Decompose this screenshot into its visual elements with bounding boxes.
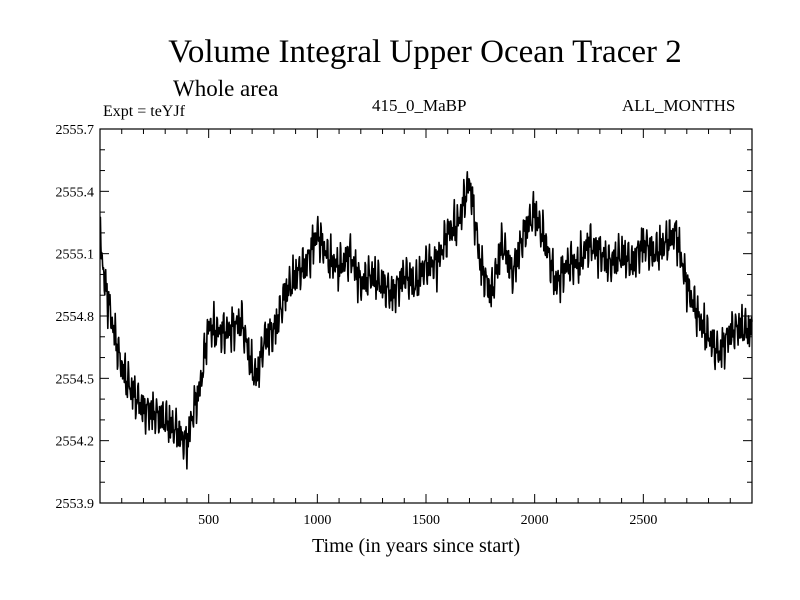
series-layer <box>99 171 753 470</box>
chart-subtitle: Whole area <box>173 76 279 101</box>
x-tick-label: 2000 <box>521 513 549 528</box>
y-tick-label: 2555.7 <box>56 123 95 138</box>
series-line <box>99 171 753 470</box>
y-tick-label: 2554.2 <box>56 435 95 450</box>
x-tick-label: 1500 <box>412 513 440 528</box>
y-tick-label: 2555.4 <box>56 185 95 200</box>
experiment-label: Expt = teYJf <box>103 103 185 120</box>
months-label: ALL_MONTHS <box>622 96 736 115</box>
y-tick-label: 2553.9 <box>56 497 95 512</box>
y-tick-label: 2555.1 <box>56 248 95 263</box>
y-tick-label: 2554.5 <box>56 372 95 387</box>
x-axis-label: Time (in years since start) <box>312 535 521 557</box>
period-label: 415_0_MaBP <box>372 96 467 115</box>
chart-title: Volume Integral Upper Ocean Tracer 2 <box>168 34 682 70</box>
plot-frame <box>99 128 753 504</box>
y-tick-label: 2554.8 <box>56 310 95 325</box>
x-tick-label: 500 <box>198 513 219 528</box>
x-tick-label: 1000 <box>303 513 331 528</box>
x-tick-label: 2500 <box>629 513 657 528</box>
axis-ticks: 500 1000 1500 2000 2500 2553.9 2554.2 2554.5 255… <box>56 123 752 528</box>
